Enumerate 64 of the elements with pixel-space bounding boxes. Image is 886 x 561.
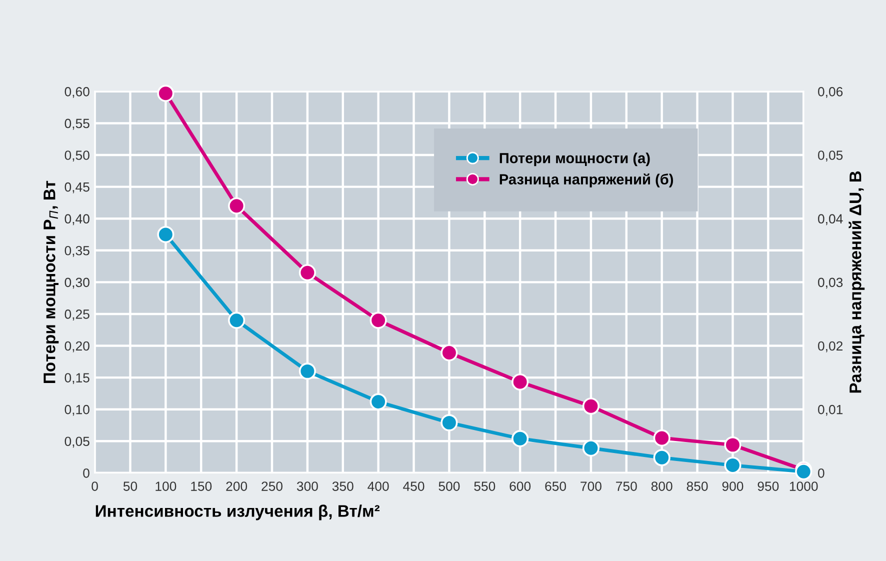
y-tick-label: 0,15 bbox=[64, 373, 90, 384]
x-tick-label: 550 bbox=[474, 482, 496, 491]
x-tick-label: 100 bbox=[156, 482, 176, 491]
point bbox=[653, 449, 670, 466]
point bbox=[440, 344, 458, 362]
y-tick-label: 0,25 bbox=[64, 310, 90, 320]
y2-tick-label: 0,04 bbox=[818, 214, 843, 226]
x-tick-label: 400 bbox=[368, 482, 389, 491]
y-tick-label: 0,20 bbox=[64, 341, 90, 352]
point bbox=[582, 398, 600, 415]
x-tick-label: 350 bbox=[332, 482, 354, 491]
x-tick-label: 750 bbox=[616, 482, 637, 491]
x-tick-label: 1000 bbox=[790, 482, 818, 491]
y-axis-title: Потери мощности P$_{П}$, Вт bbox=[44, 180, 59, 383]
y-tick-label: 0,40 bbox=[64, 214, 90, 226]
y-tick-label: 0,05 bbox=[64, 436, 90, 448]
point bbox=[298, 264, 316, 282]
x-tick-label: 450 bbox=[403, 482, 424, 491]
x-tick-label: 300 bbox=[296, 482, 318, 491]
x-tick-label: 800 bbox=[651, 482, 672, 491]
x-tick-label: 500 bbox=[438, 482, 460, 491]
x-tick-label: 0 bbox=[92, 482, 98, 491]
y2-tick-label: 0 bbox=[818, 468, 824, 478]
point bbox=[157, 84, 174, 102]
y-tick-label: 0,30 bbox=[64, 278, 90, 289]
legend-label: Разница напряжений (б) bbox=[500, 173, 674, 188]
point bbox=[512, 373, 529, 391]
y-tick-label: 0,35 bbox=[64, 246, 90, 257]
y2-tick-label: 0,02 bbox=[818, 341, 843, 352]
point bbox=[653, 429, 670, 446]
y2-tick-label: 0,03 bbox=[818, 278, 843, 289]
point bbox=[512, 430, 529, 448]
x-tick-label: 700 bbox=[580, 482, 602, 491]
x-tick-label: 150 bbox=[191, 482, 212, 491]
y-tick-label: 0,10 bbox=[64, 404, 90, 416]
y2-tick-label: 0,01 bbox=[818, 404, 843, 416]
y-tick-label: 0,45 bbox=[64, 182, 90, 194]
x-tick-label: 850 bbox=[686, 482, 708, 491]
point bbox=[228, 197, 246, 214]
y2-tick-label: 0,06 bbox=[818, 87, 843, 98]
y-tick-label: 0,60 bbox=[64, 87, 90, 98]
y-tick-label: 0 bbox=[83, 468, 90, 478]
point bbox=[228, 312, 246, 329]
x-axis-title: Интенсивность излучения β, Вт/м² bbox=[96, 504, 380, 520]
y-tick-label: 0,50 bbox=[64, 150, 90, 162]
legend-label: Потери мощности (а) bbox=[500, 152, 650, 166]
x-tick-label: 900 bbox=[722, 482, 744, 491]
x-tick-label: 250 bbox=[262, 482, 282, 491]
x-tick-label: 200 bbox=[226, 482, 248, 491]
point bbox=[724, 436, 742, 454]
x-tick-label: 950 bbox=[758, 482, 779, 491]
point bbox=[157, 226, 174, 244]
x-tick-label: 50 bbox=[123, 482, 138, 491]
y-tick-label: 0,55 bbox=[64, 118, 90, 130]
y2-tick-label: 0,05 bbox=[818, 150, 843, 162]
point bbox=[298, 362, 316, 380]
point bbox=[370, 393, 387, 410]
point bbox=[370, 312, 387, 329]
x-tick-label: 650 bbox=[545, 482, 566, 491]
point bbox=[724, 456, 742, 474]
x-tick-label: 600 bbox=[510, 482, 531, 491]
y2-axis-title: Разница напряжений ΔU, В bbox=[848, 171, 865, 393]
point bbox=[582, 440, 600, 457]
point bbox=[440, 414, 458, 432]
